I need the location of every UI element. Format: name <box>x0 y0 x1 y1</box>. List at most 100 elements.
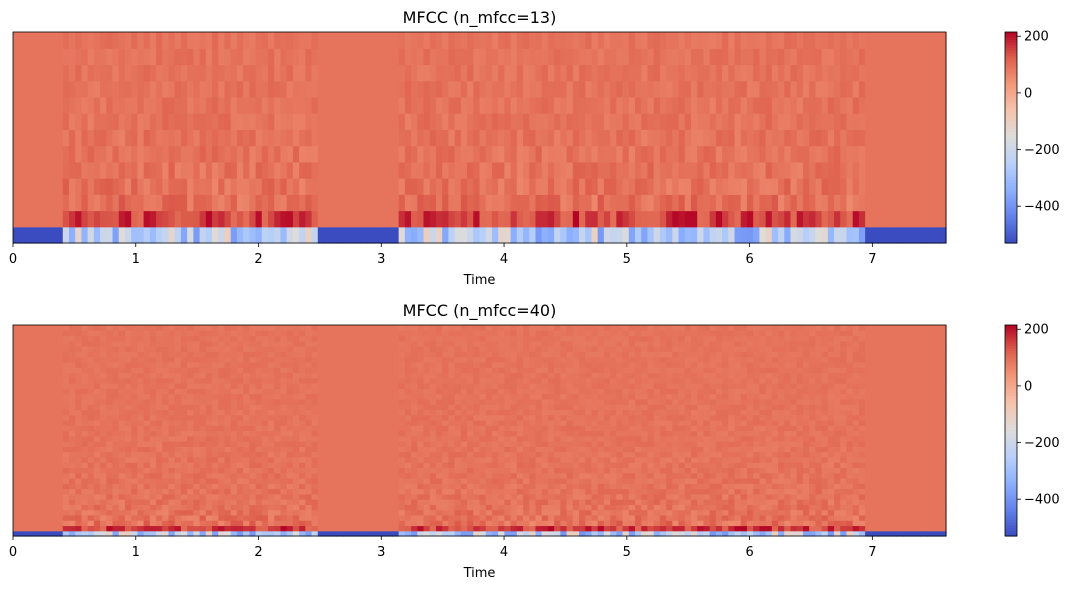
heatmap-cell <box>106 504 114 511</box>
heatmap-cell <box>149 388 157 395</box>
heatmap-cell <box>697 210 705 228</box>
heatmap-cell <box>871 178 879 195</box>
heatmap-cell <box>255 383 263 389</box>
heatmap-cell <box>274 356 282 363</box>
heatmap-cell <box>467 145 474 163</box>
heatmap-cell <box>224 509 232 516</box>
heatmap-cell <box>914 129 922 147</box>
heatmap-cell <box>131 456 138 463</box>
heatmap-cell <box>324 80 331 98</box>
colorbar-segment <box>1005 232 1017 236</box>
heatmap-cell <box>243 414 250 421</box>
heatmap-cell <box>454 509 462 516</box>
heatmap-cell <box>933 161 941 179</box>
heatmap-cell <box>205 335 213 342</box>
heatmap-cell <box>56 509 64 516</box>
heatmap-cell <box>230 367 238 374</box>
heatmap-cell <box>504 64 512 82</box>
heatmap-cell <box>890 32 897 49</box>
heatmap-cell <box>840 48 848 66</box>
heatmap-cell <box>56 488 64 495</box>
heatmap-cell <box>846 145 854 163</box>
heatmap-cell <box>255 340 263 347</box>
heatmap-cell <box>330 430 338 437</box>
heatmap-cell <box>212 32 219 49</box>
heatmap-cell <box>840 113 848 130</box>
heatmap-cell <box>100 477 107 484</box>
heatmap-cell <box>566 113 574 130</box>
heatmap-cell <box>205 504 213 511</box>
heatmap-cell <box>516 210 524 228</box>
heatmap-cell <box>31 129 39 147</box>
heatmap-cell <box>292 441 300 447</box>
heatmap-cell <box>230 161 238 179</box>
heatmap-cell <box>305 398 313 405</box>
heatmap-cell <box>174 161 182 179</box>
heatmap-cell <box>286 194 294 212</box>
heatmap-cell <box>722 32 729 49</box>
heatmap-cell <box>261 504 269 511</box>
heatmap-cell <box>871 80 879 98</box>
heatmap-cell <box>118 520 126 527</box>
heatmap-cell <box>348 194 356 212</box>
heatmap-cell <box>205 129 213 147</box>
heatmap-cell <box>355 346 362 352</box>
heatmap-cell <box>131 425 138 432</box>
heatmap-cell <box>311 425 319 432</box>
heatmap-cell <box>199 499 207 505</box>
heatmap-cell <box>131 356 138 363</box>
heatmap-cell <box>404 472 412 479</box>
heatmap-cell <box>659 178 667 195</box>
heatmap-cell <box>523 48 530 66</box>
heatmap-cell <box>162 404 170 411</box>
heatmap-cell <box>218 425 226 432</box>
heatmap-cell <box>386 383 394 389</box>
heatmap-cell <box>93 96 101 114</box>
heatmap-cell <box>212 80 219 98</box>
heatmap-cell <box>124 194 132 212</box>
heatmap-cell <box>286 372 294 379</box>
heatmap-cell <box>367 351 375 358</box>
heatmap-cell <box>230 530 238 537</box>
heatmap-cell <box>156 367 163 374</box>
heatmap-cell <box>591 226 599 244</box>
heatmap-cell <box>25 383 33 389</box>
heatmap-cell <box>379 414 387 421</box>
heatmap-cell <box>759 210 767 228</box>
heatmap-cell <box>156 409 163 416</box>
heatmap-cell <box>330 178 338 195</box>
heatmap-cell <box>255 96 263 114</box>
heatmap-cell <box>435 477 443 484</box>
heatmap-cell <box>442 383 449 389</box>
heatmap-cell <box>373 530 381 537</box>
heatmap-cell <box>218 488 226 495</box>
heatmap-cell <box>690 96 698 114</box>
heatmap-cell <box>106 435 114 442</box>
heatmap-cell <box>50 409 58 416</box>
heatmap-cell <box>187 435 194 442</box>
heatmap-cell <box>62 472 70 479</box>
heatmap-cell <box>292 96 300 114</box>
heatmap-cell <box>361 467 369 474</box>
heatmap-cell <box>404 346 412 352</box>
heatmap-cell <box>87 48 95 66</box>
heatmap-cell <box>280 409 288 416</box>
heatmap-cell <box>268 372 275 379</box>
heatmap-cell <box>491 96 499 114</box>
heatmap-cell <box>510 48 518 66</box>
heatmap-cell <box>50 446 58 453</box>
x-tick-label: 4 <box>500 252 508 267</box>
heatmap-cell <box>765 48 773 66</box>
heatmap-cell <box>75 477 83 484</box>
heatmap-cell <box>268 493 275 500</box>
heatmap-cell <box>616 161 624 179</box>
heatmap-cell <box>68 346 76 352</box>
heatmap-cell <box>299 64 306 82</box>
heatmap-cell <box>678 96 686 114</box>
heatmap-cell <box>299 425 306 432</box>
heatmap-cell <box>722 64 729 82</box>
heatmap-cell <box>379 425 387 432</box>
heatmap-cell <box>174 96 182 114</box>
